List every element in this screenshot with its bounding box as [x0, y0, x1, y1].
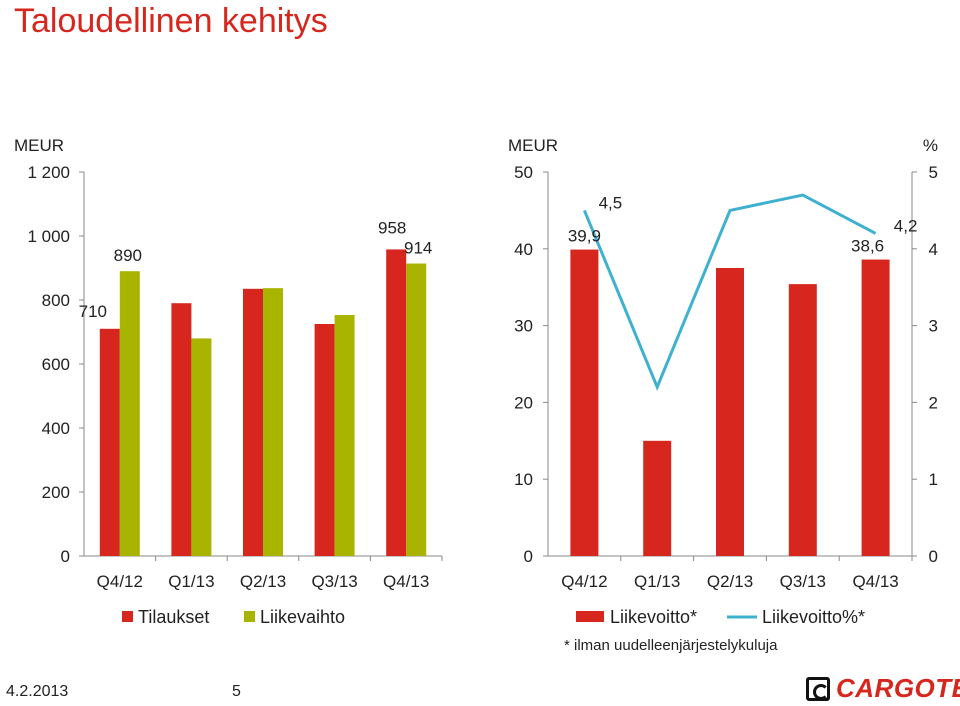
footnote: * ilman uudelleenjärjestelykuluja	[564, 637, 778, 654]
legend-label-liikevaihto: Liikevaihto	[260, 607, 345, 627]
left-bar-tilaukset-4	[386, 249, 407, 556]
footer-date: 4.2.2013	[6, 683, 69, 700]
right-y-tick-label: 40	[514, 240, 533, 259]
right-x-tick-label: Q1/13	[634, 572, 680, 591]
left-data-label: 958	[378, 218, 406, 237]
left-bar-tilaukset-2	[243, 288, 263, 556]
left-x-tick-label: Q4/13	[383, 572, 429, 591]
cargotec-logo: CARGOTEC	[806, 673, 960, 705]
right-bar-liikevoitto-1	[643, 440, 672, 556]
left-y-unit: MEUR	[14, 136, 64, 155]
left-y-tick-label: 400	[42, 419, 70, 438]
left-data-label: 914	[404, 239, 432, 258]
right-y-tick-label: 50	[514, 163, 533, 182]
right-data-label: 39,9	[568, 227, 601, 246]
left-y-tick-label: 1 200	[27, 163, 70, 182]
left-bar-liikevaihto-1	[191, 338, 212, 556]
right-x-tick-label: Q4/13	[852, 572, 898, 591]
right-y2-tick-label: 4	[929, 240, 938, 259]
legend-swatch-tilaukset	[122, 611, 133, 622]
right-y-tick-label: 0	[524, 547, 533, 566]
right-y-unit: MEUR	[508, 136, 558, 155]
cargotec-logo-icon	[806, 677, 830, 701]
left-x-tick-label: Q4/12	[97, 572, 143, 591]
left-y-tick-label: 800	[42, 291, 70, 310]
right-y2-unit: %	[923, 136, 938, 155]
right-data-label: 38,6	[851, 237, 884, 256]
logo-text: CARGOTEC	[836, 673, 960, 703]
footer-page-number: 5	[232, 683, 241, 700]
right-y2-tick-label: 0	[929, 547, 938, 566]
left-y-tick-label: 1 000	[27, 227, 70, 246]
left-bar-liikevaihto-0	[119, 271, 140, 556]
legend-swatch-liikevoitto	[576, 611, 604, 622]
left-bar-tilaukset-1	[171, 303, 192, 556]
right-x-tick-label: Q4/12	[561, 572, 607, 591]
left-bar-tilaukset-0	[99, 328, 120, 556]
right-x-tick-label: Q2/13	[707, 572, 753, 591]
right-y-tick-label: 10	[514, 470, 533, 489]
right-bar-liikevoitto-4	[861, 259, 890, 556]
right-bar-liikevoitto-2	[716, 268, 744, 556]
legend-label-liikevoitto: Liikevoitto*	[610, 607, 697, 627]
left-y-tick-label: 0	[61, 547, 70, 566]
right-y-tick-label: 30	[514, 317, 533, 336]
right-bar-liikevoitto-3	[788, 284, 817, 556]
right-y-tick-label: 20	[514, 393, 533, 412]
legend-label-tilaukset: Tilaukset	[138, 607, 209, 627]
left-y-tick-label: 200	[42, 483, 70, 502]
right-x-tick-label: Q3/13	[780, 572, 826, 591]
left-bar-liikevaihto-2	[263, 288, 283, 556]
left-bar-liikevaihto-4	[406, 263, 427, 556]
legend-swatch-liikevaihto	[244, 611, 255, 622]
left-bar-tilaukset-3	[314, 324, 335, 556]
left-data-label: 710	[79, 302, 107, 321]
right-y2-tick-label: 3	[929, 317, 938, 336]
right-line-liikevoitto-pct	[583, 193, 877, 391]
right-bar-liikevoitto-0	[570, 249, 599, 556]
right-data-label: 4,5	[599, 193, 623, 212]
left-x-tick-label: Q1/13	[168, 572, 214, 591]
left-x-tick-label: Q2/13	[240, 572, 286, 591]
right-y2-tick-label: 2	[929, 393, 938, 412]
right-data-label: 4,2	[894, 216, 918, 235]
left-data-label: 890	[114, 246, 142, 265]
left-y-tick-label: 600	[42, 355, 70, 374]
right-y2-tick-label: 5	[929, 163, 938, 182]
left-bar-liikevaihto-3	[334, 315, 355, 556]
legend-label-liikevoitto-pct: Liikevoitto%*	[762, 607, 865, 627]
right-y2-tick-label: 1	[929, 470, 938, 489]
left-x-tick-label: Q3/13	[311, 572, 357, 591]
page-title: Taloudellinen kehitys	[14, 2, 328, 40]
